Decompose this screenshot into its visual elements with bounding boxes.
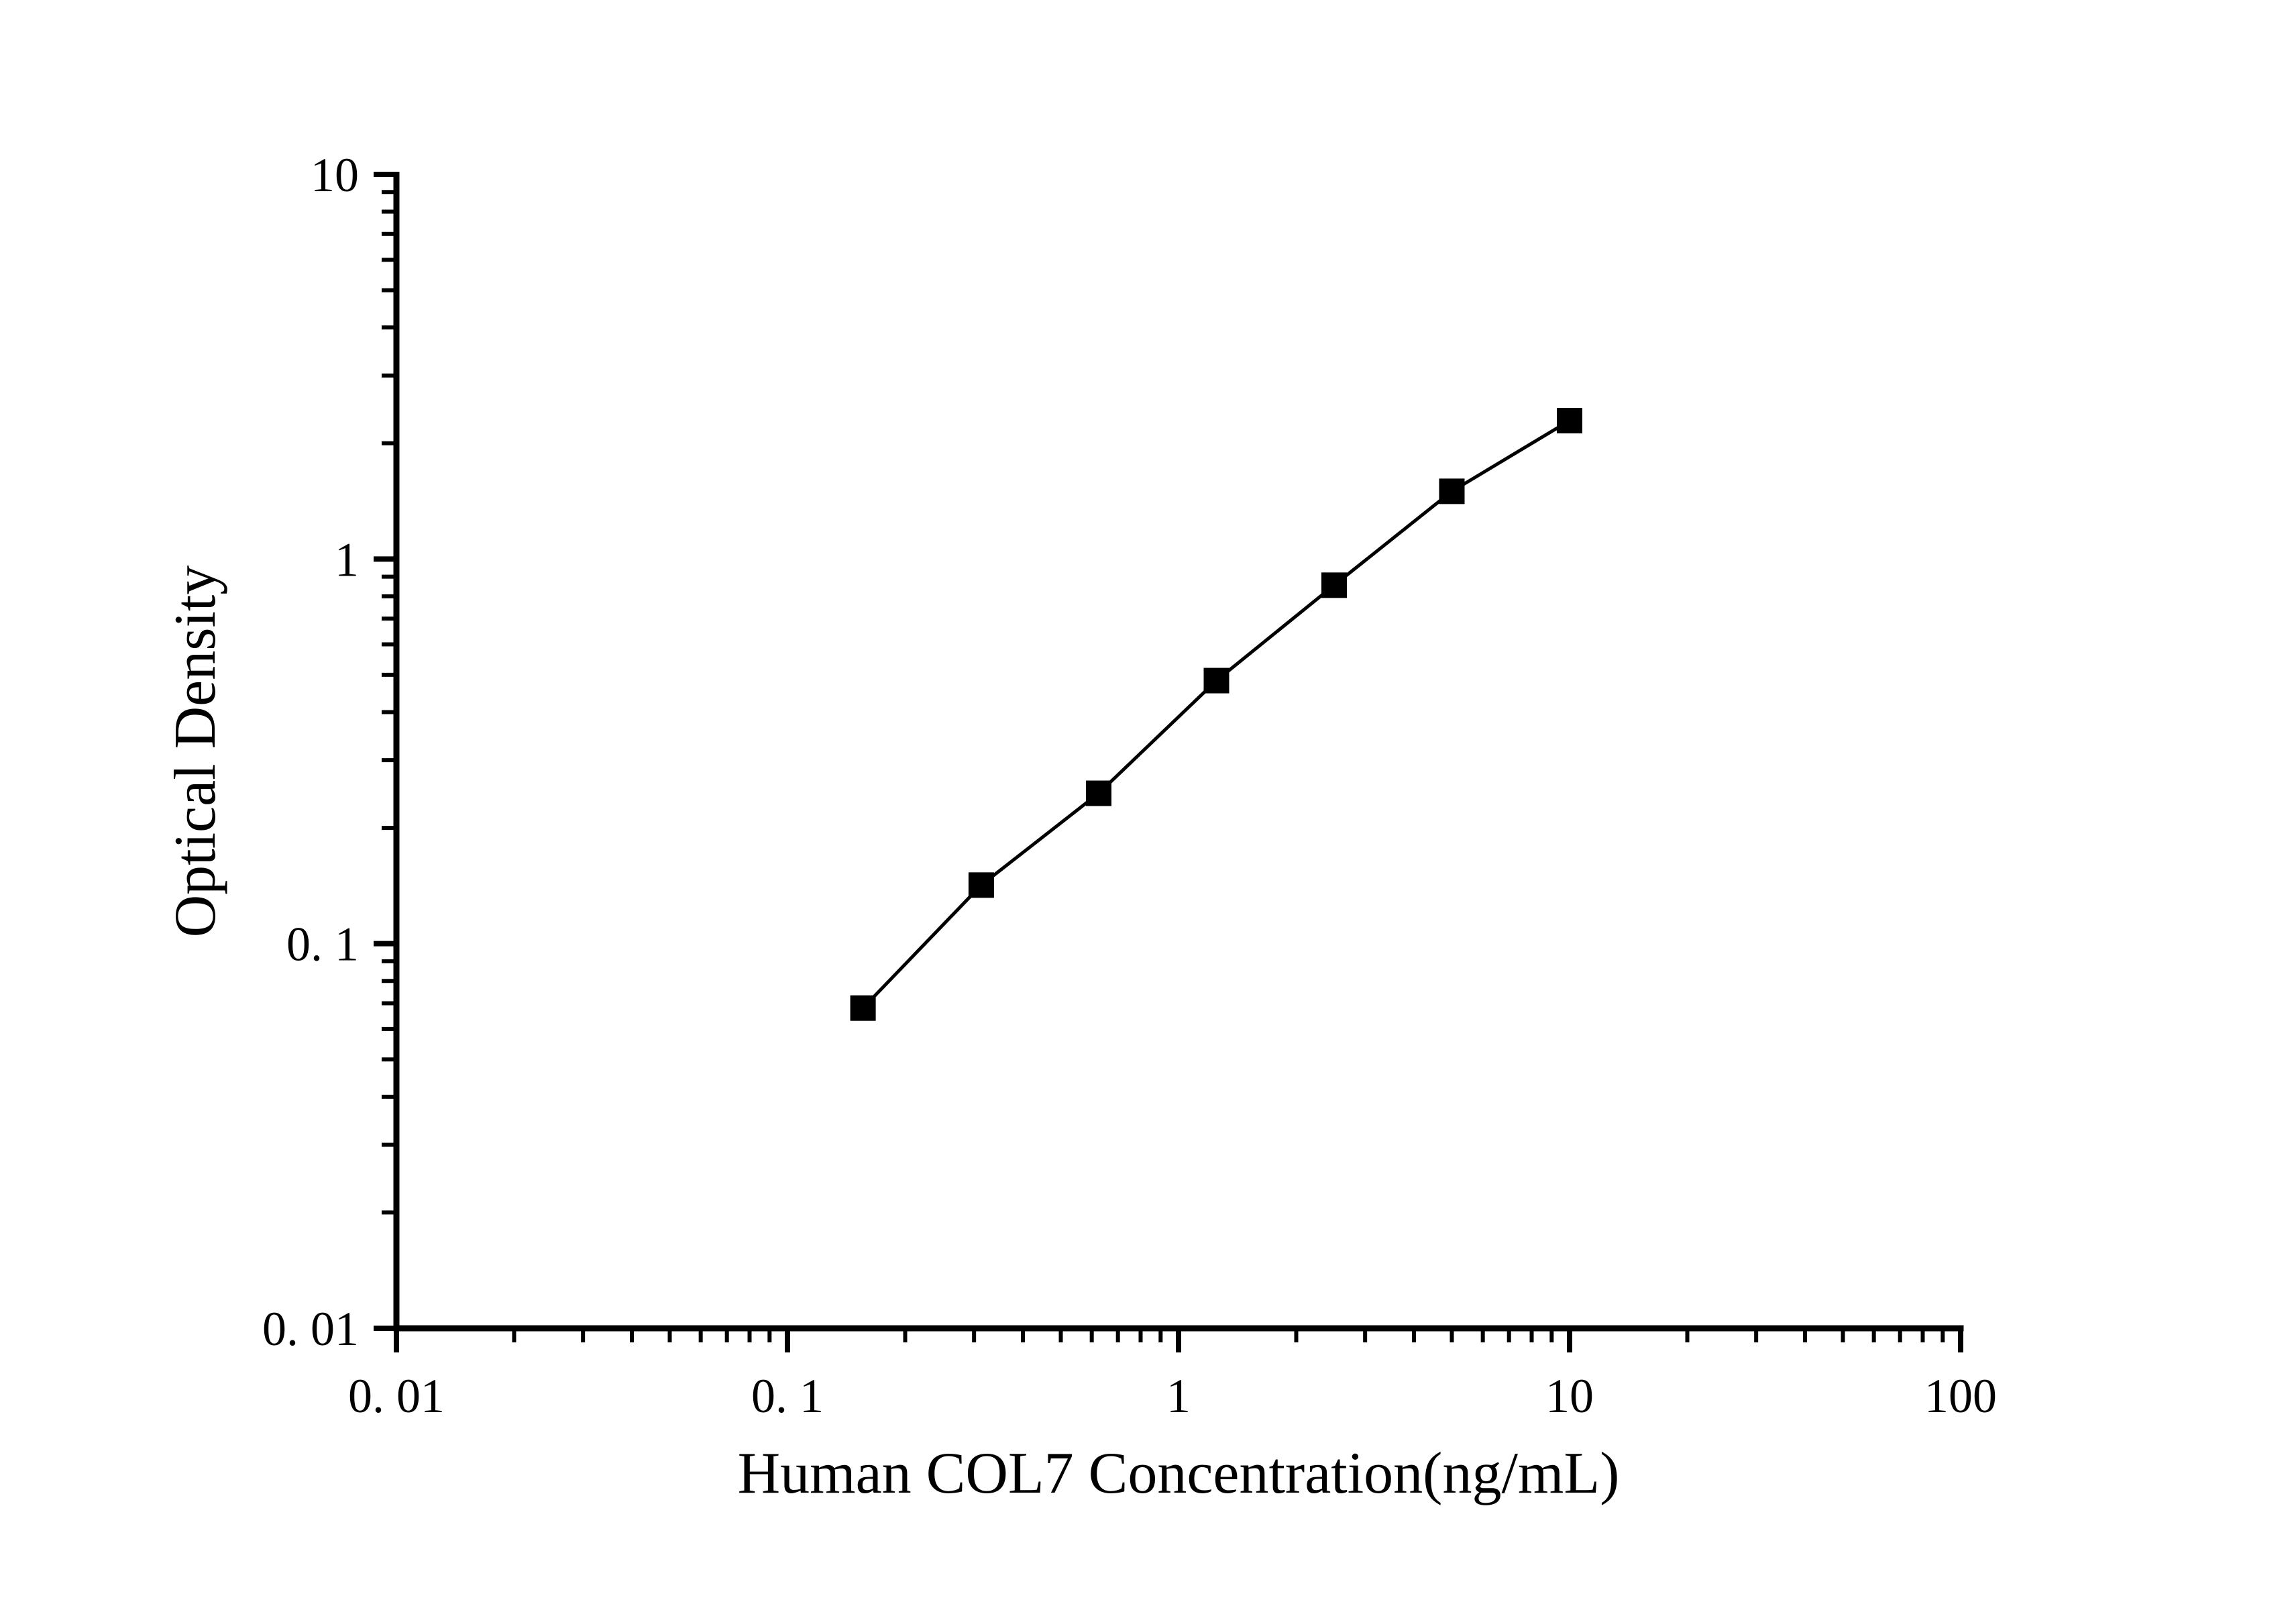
- x-major-ticks: [394, 1328, 1963, 1352]
- series-group: [850, 408, 1582, 1021]
- y-major-ticks: [374, 172, 399, 1331]
- x-tick-label: 0. 01: [348, 1369, 445, 1423]
- x-axis-title: Human COL7 Concentration(ng/mL): [738, 1441, 1620, 1506]
- series-line: [861, 419, 1571, 1010]
- data-point-marker: [1557, 408, 1582, 434]
- x-tick-label: 1: [1166, 1369, 1191, 1423]
- data-point-marker: [1203, 667, 1229, 694]
- x-tick-label: 100: [1924, 1369, 1997, 1423]
- y-tick-label: 0. 1: [286, 918, 359, 971]
- data-point-marker: [1439, 478, 1465, 504]
- data-point-marker: [1321, 572, 1347, 598]
- y-tick-label: 0. 01: [262, 1302, 359, 1356]
- y-axis-title: Optical Density: [163, 566, 228, 938]
- x-tick-labels: 0. 01 0. 1 1 10 100: [348, 1369, 1997, 1423]
- y-tick-labels: 10 1 0. 1 0. 01: [262, 148, 359, 1356]
- x-tick-label: 0. 1: [751, 1369, 824, 1423]
- y-minor-ticks: [382, 190, 399, 1215]
- y-tick-label: 1: [335, 533, 359, 586]
- y-tick-label: 10: [311, 148, 359, 202]
- data-point-marker: [850, 995, 876, 1021]
- x-minor-ticks: [512, 1328, 1945, 1342]
- data-point-marker: [1085, 780, 1111, 806]
- x-tick-label: 10: [1545, 1369, 1594, 1423]
- data-point-marker: [968, 872, 994, 898]
